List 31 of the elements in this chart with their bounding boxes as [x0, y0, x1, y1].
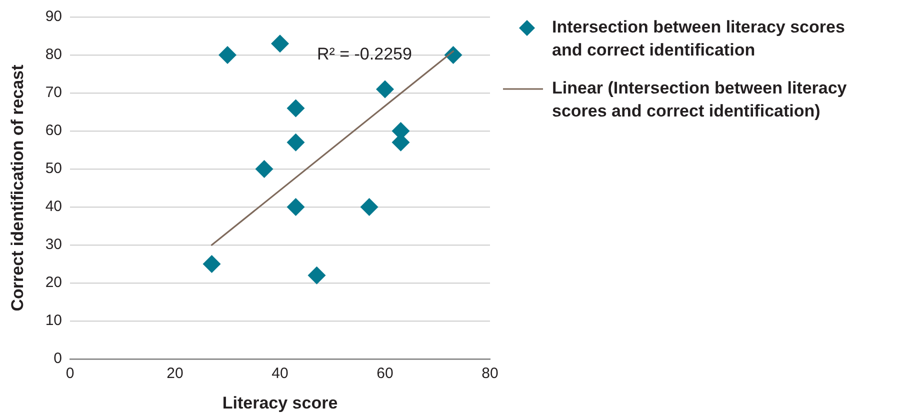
y-tick-label: 70 — [45, 84, 62, 102]
x-tick-label: 60 — [376, 365, 394, 382]
point — [286, 99, 305, 118]
x-tick-label: 0 — [66, 365, 74, 382]
y-tick-label: 50 — [45, 160, 62, 178]
legend-label: Linear (Intersection between literacy scores and correct identification) — [552, 78, 848, 121]
point — [308, 266, 326, 284]
point — [376, 80, 394, 98]
x-axis-title: Literacy score — [222, 393, 338, 412]
y-tick-label: 60 — [45, 122, 62, 140]
point — [271, 34, 289, 53]
y-tick-label: 30 — [45, 236, 62, 254]
x-tick-label: 20 — [166, 365, 184, 382]
point — [255, 160, 274, 178]
point — [360, 198, 378, 216]
legend-label: Intersection between literacy scores and correct identification — [552, 18, 845, 60]
y-tick-label: 10 — [45, 312, 62, 330]
y-tick-label: 20 — [45, 274, 62, 292]
point — [286, 198, 305, 216]
annotation: R² = -0.2259 — [316, 44, 412, 64]
y-tick-label: 0 — [54, 350, 62, 368]
point — [286, 133, 305, 152]
point — [218, 46, 236, 64]
x-tick-label: 40 — [272, 365, 288, 382]
x-tick-label: 80 — [482, 365, 498, 382]
y-tick-label: 80 — [45, 46, 62, 64]
y-axis-title: Correct identification of recast — [8, 64, 27, 312]
y-tick-label: 90 — [45, 8, 62, 26]
y-tick-label: 40 — [45, 198, 62, 216]
point — [444, 46, 462, 64]
point — [202, 255, 221, 273]
